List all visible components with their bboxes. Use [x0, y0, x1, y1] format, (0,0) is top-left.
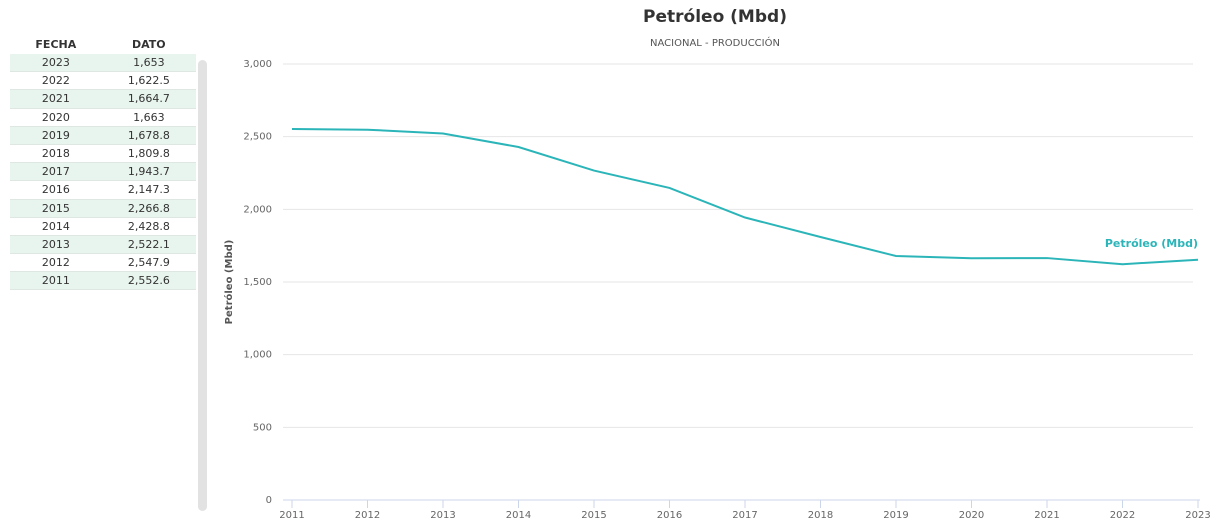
- x-tick-label: 2016: [657, 510, 682, 521]
- x-tick-label: 2020: [959, 510, 984, 521]
- table-row: 2022 1,622.5: [10, 71, 196, 91]
- x-tick-label: 2011: [279, 510, 304, 521]
- x-tick-label: 2013: [430, 510, 455, 521]
- x-tick-label: 2018: [808, 510, 833, 521]
- table-cell: 2,428.8: [101, 217, 196, 236]
- series-label: Petróleo (Mbd): [1105, 237, 1198, 250]
- x-tick-label: 2015: [581, 510, 606, 521]
- table-cell: 2016: [10, 180, 102, 200]
- x-tick-label: 2022: [1110, 510, 1135, 521]
- table-cell: 2020: [10, 108, 102, 127]
- table-row: 2020 1,663: [10, 108, 196, 127]
- chart-subtitle: NACIONAL - PRODUCCIÓN: [650, 36, 780, 49]
- y-tick-label: 2,500: [243, 132, 272, 143]
- table-cell: 1,653: [101, 54, 196, 73]
- table-cell: 2017: [10, 162, 102, 182]
- table-cell: 2,552.6: [101, 271, 196, 291]
- column-header: DATO: [132, 37, 166, 51]
- table-row: 2017 1,943.7: [10, 162, 196, 182]
- table-cell: 2014: [10, 217, 102, 236]
- table-row: 2012 2,547.9: [10, 253, 196, 273]
- table-row: 2015 2,266.8: [10, 199, 196, 218]
- table-cell: 1,678.8: [101, 126, 196, 145]
- table-cell: 2021: [10, 89, 102, 109]
- table-row: 2014 2,428.8: [10, 217, 196, 236]
- y-tick-label: 1,500: [243, 277, 272, 288]
- y-tick-label: 2,000: [243, 204, 272, 215]
- table-cell: 1,664.7: [101, 89, 196, 109]
- table-cell: 2019: [10, 126, 102, 145]
- table-cell: 2011: [10, 271, 102, 291]
- table-cell: 1,943.7: [101, 162, 196, 182]
- table-cell: 2012: [10, 253, 102, 273]
- table-cell: 2,266.8: [101, 199, 196, 218]
- table-cell: 2,147.3: [101, 180, 196, 200]
- column-header: FECHA: [35, 37, 77, 51]
- table-cell: 2,547.9: [101, 253, 196, 273]
- x-tick-label: 2017: [732, 510, 757, 521]
- table-cell: 1,809.8: [101, 144, 196, 164]
- y-axis-title: Petróleo (Mbd): [223, 240, 235, 325]
- y-tick-label: 0: [266, 495, 272, 506]
- table-cell: 2013: [10, 235, 102, 255]
- table-row: 2011 2,552.6: [10, 271, 196, 291]
- table-row: 2016 2,147.3: [10, 180, 196, 200]
- x-tick-label: 2012: [355, 510, 380, 521]
- table-cell: 2018: [10, 144, 102, 164]
- table-cell: 1,622.5: [101, 71, 196, 91]
- y-tick-label: 3,000: [243, 59, 272, 70]
- table-cell: 2,522.1: [101, 235, 196, 255]
- chart-title: Petróleo (Mbd): [643, 7, 787, 27]
- series-line: [291, 128, 1199, 266]
- y-tick-label: 1,000: [243, 350, 272, 361]
- table-cell: 1,663: [101, 108, 196, 127]
- x-tick-label: 2019: [883, 510, 908, 521]
- data-table: FECHA DATO 2023 1,653 2022 1,622.5 2021 1,664.7…: [10, 34, 196, 291]
- x-tick-label: 2021: [1034, 510, 1059, 521]
- x-tick-label: 2023: [1185, 510, 1210, 521]
- table-row: 2023 1,653: [10, 54, 196, 73]
- table-cell: 2015: [10, 199, 102, 218]
- x-tick-label: 2014: [506, 510, 531, 521]
- table-row: 2018 1,809.8: [10, 144, 196, 164]
- table-row: 2013 2,522.1: [10, 235, 196, 255]
- scrollbar[interactable]: [198, 60, 207, 511]
- table-row: 2019 1,678.8: [10, 126, 196, 145]
- y-tick-label: 500: [253, 422, 272, 433]
- table-cell: 2022: [10, 71, 102, 91]
- table-row: 2021 1,664.7: [10, 89, 196, 109]
- table-cell: 2023: [10, 54, 102, 73]
